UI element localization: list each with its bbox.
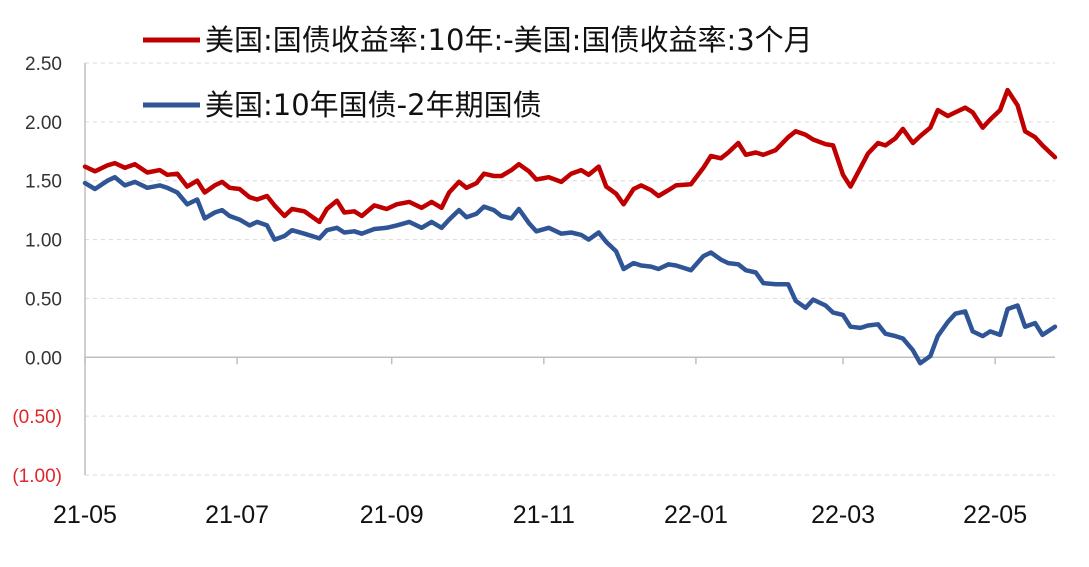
x-tick-label: 21-07 xyxy=(205,501,269,529)
legend-label-1: 美国:国债收益率:10年:-美国:国债收益率:3个月 xyxy=(205,23,813,57)
x-tick-label: 22-01 xyxy=(664,501,728,529)
series-lines xyxy=(82,87,1058,366)
y-tick-label: 1.50 xyxy=(25,172,62,193)
series-line-1 xyxy=(82,87,1058,225)
y-tick-label: (1.00) xyxy=(12,466,62,487)
legend-label-2: 美国:10年国债-2年期国债 xyxy=(205,88,542,122)
y-tick-label: 0.00 xyxy=(25,348,62,369)
series-line-2 xyxy=(82,174,1058,366)
x-tick-label: 21-11 xyxy=(513,501,575,529)
y-tick-label: 2.00 xyxy=(25,113,62,134)
x-tick-label: 21-05 xyxy=(53,501,117,529)
x-axis: 21-05 21-07 21-09 21-11 22-01 22-03 22-05 xyxy=(53,356,1055,529)
y-axis: 2.50 2.00 1.50 1.00 0.50 0.00 (0.50) (1.00) xyxy=(12,54,86,487)
x-tick-label: 22-05 xyxy=(963,501,1027,529)
y-tick-label: 1.00 xyxy=(25,231,62,252)
gridlines xyxy=(85,62,1055,476)
y-tick-label: 2.50 xyxy=(25,54,62,75)
x-tick-label: 22-03 xyxy=(811,501,875,529)
y-tick-label: (0.50) xyxy=(12,407,62,428)
x-tick-label: 21-09 xyxy=(360,501,424,529)
y-tick-label: 0.50 xyxy=(25,289,62,310)
